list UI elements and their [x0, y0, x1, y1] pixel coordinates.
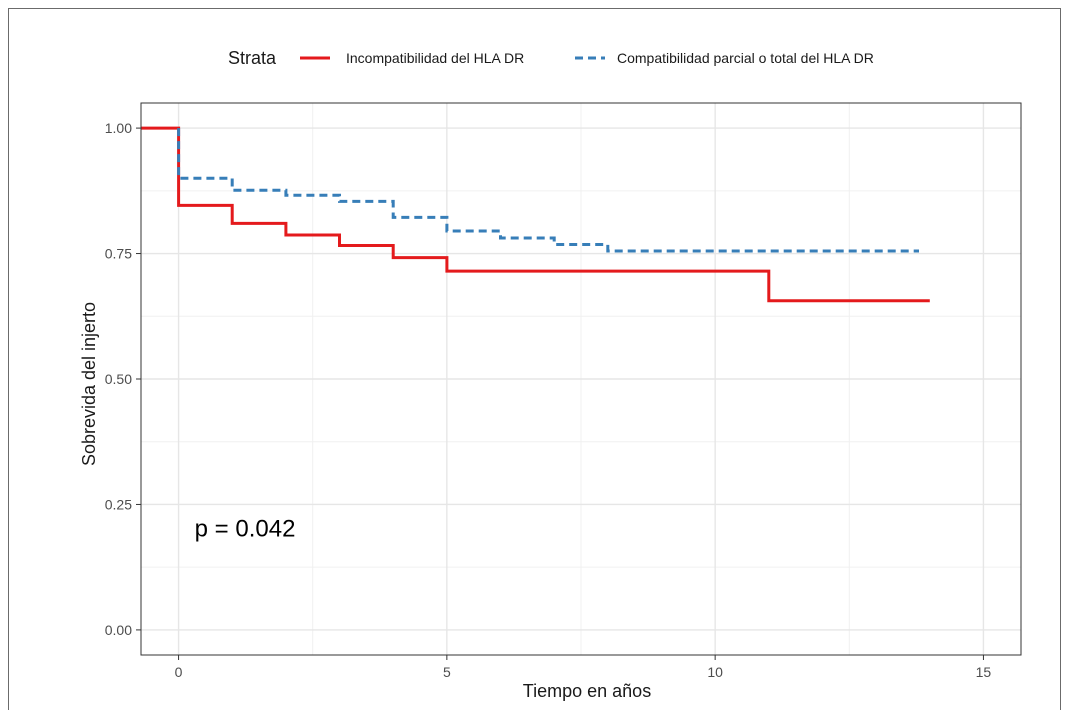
legend-label-compatibilidad: Compatibilidad parcial o total del HLA D…	[617, 50, 874, 66]
y-tick-label: 1.00	[105, 120, 132, 136]
legend: Strata Incompatibilidad del HLA DR Compa…	[228, 48, 874, 68]
x-tick-label: 15	[976, 664, 992, 680]
x-tick-label: 10	[707, 664, 723, 680]
y-tick-label: 0.00	[105, 622, 132, 638]
y-tick-label: 0.25	[105, 496, 132, 512]
plot-area: 0 5 10 15 0.00 0.25 0.50 0.75 1.00 p = 0.042	[105, 102, 1022, 680]
panel-border	[140, 102, 1022, 656]
y-tick-label: 0.50	[105, 371, 132, 387]
legend-title: Strata	[228, 48, 277, 68]
x-tick-label: 5	[443, 664, 451, 680]
p-value-annotation: p = 0.042	[195, 516, 296, 543]
x-tick-label: 0	[175, 664, 183, 680]
x-axis-title: Tiempo en años	[523, 681, 651, 701]
series-line-1	[177, 128, 919, 253]
series-line-0	[141, 126, 930, 303]
km-chart: Strata Incompatibilidad del HLA DR Compa…	[79, 48, 1022, 701]
legend-label-incompatibilidad: Incompatibilidad del HLA DR	[346, 50, 524, 66]
y-axis-title: Sobrevida del injerto	[79, 302, 99, 466]
chart-frame: Strata Incompatibilidad del HLA DR Compa…	[8, 8, 1061, 710]
y-tick-label: 0.75	[105, 246, 132, 262]
